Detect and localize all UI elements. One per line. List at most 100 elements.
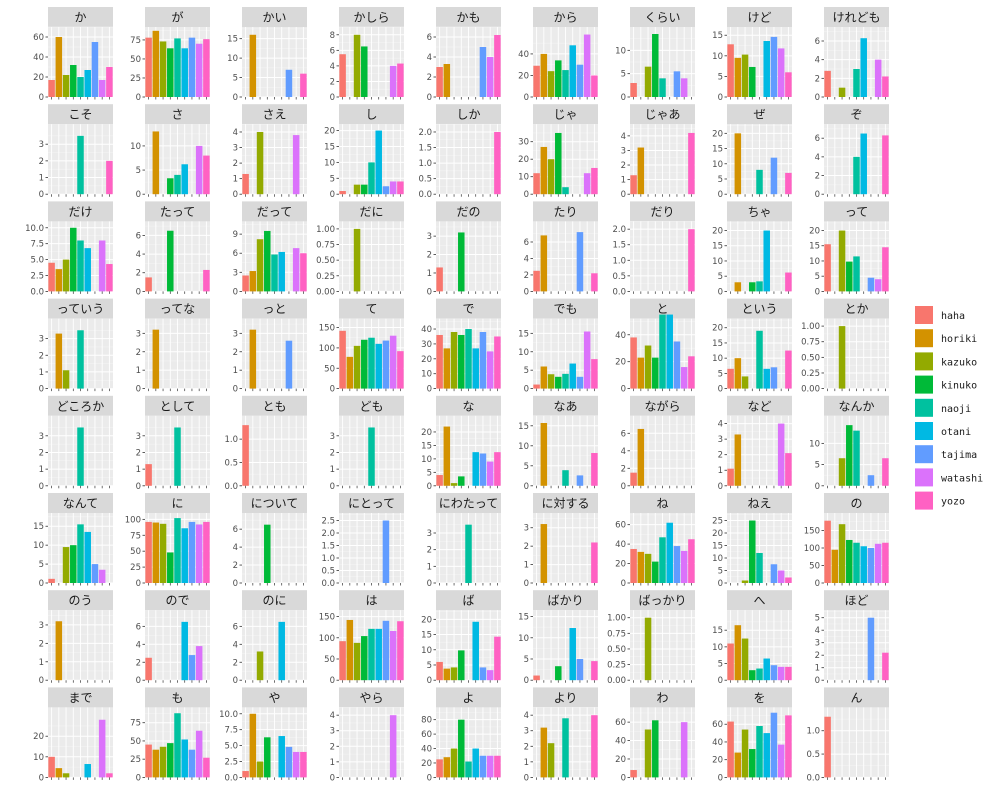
bar-kinuko: [264, 524, 271, 583]
y-tick-label: 2.0: [418, 128, 432, 138]
bar-otani: [472, 748, 479, 778]
facet-title: など: [747, 399, 771, 413]
bar-kinuko: [361, 46, 368, 97]
bar-kazuko: [741, 580, 749, 583]
bar-yozo: [591, 167, 598, 195]
y-tick-label: 20: [421, 759, 432, 769]
y-tick-label: 75: [130, 719, 141, 729]
facet-panel: ばっかり 0.00 0.25 0.50 0.75 1.00: [607, 590, 695, 686]
y-tick-label: 4: [136, 250, 141, 260]
y-tick-label: 1: [39, 658, 44, 668]
bar-tajima: [91, 42, 99, 97]
y-tick-label: 0: [621, 385, 626, 395]
bar-naoji: [77, 330, 84, 389]
bar-tajima: [479, 453, 487, 486]
bar-otani: [375, 130, 382, 195]
facet-panel: っていう 0 1 2 3: [39, 298, 113, 395]
legend-label: yozo: [941, 497, 965, 508]
facet-title: けど: [747, 11, 771, 25]
y-tick-label: 5: [427, 468, 432, 478]
bar-tajima: [382, 520, 390, 583]
bar-otani: [569, 363, 576, 389]
legend-key-horiki: [915, 329, 933, 348]
bar-yozo: [106, 67, 113, 97]
y-tick-label: 10: [712, 554, 723, 564]
bar-kazuko: [450, 667, 458, 681]
bar-watashi: [389, 65, 397, 97]
bar-otani: [84, 531, 91, 583]
y-tick-label: 5: [718, 369, 723, 379]
facet-title: が: [171, 10, 183, 25]
y-tick-label: 0: [330, 773, 335, 783]
bar-tajima: [479, 755, 487, 778]
y-tick-label: 10: [421, 455, 432, 465]
y-tick-label: 0: [621, 190, 626, 200]
y-tick-label: 4: [815, 56, 820, 66]
bar-horiki: [152, 131, 160, 195]
bar-tajima: [382, 186, 390, 195]
y-tick-label: 0.75: [316, 241, 335, 251]
bar-haha: [436, 475, 443, 486]
bar-horiki: [831, 549, 839, 583]
facet-title: でも: [553, 302, 577, 316]
bar-otani: [472, 348, 479, 389]
facet-strip: [533, 590, 598, 611]
bar-otani: [278, 251, 285, 292]
facet-title: にわたって: [439, 497, 498, 511]
y-tick-label: 0: [233, 676, 238, 686]
facet-strip: [630, 687, 695, 708]
y-tick-label: 50: [324, 364, 335, 374]
facet-panel: こそ 0 1 2 3: [39, 104, 113, 200]
y-tick-label: 50: [809, 562, 820, 572]
bar-otani: [278, 736, 285, 778]
y-tick-label: 15: [712, 145, 723, 155]
bar-watashi: [195, 524, 203, 583]
facet-title: なあ: [553, 399, 577, 413]
y-tick-label: 5.0: [224, 742, 238, 752]
y-tick-label: 40: [712, 738, 723, 748]
bar-kazuko: [256, 651, 264, 681]
y-tick-label: 0: [427, 773, 432, 783]
bar-kazuko: [547, 71, 555, 97]
y-tick-label: 2: [233, 348, 238, 358]
bar-horiki: [637, 357, 645, 389]
y-tick-label: 60: [615, 718, 626, 728]
y-tick-label: 10: [712, 643, 723, 653]
bar-horiki: [55, 333, 63, 389]
facet-strip: [145, 7, 210, 27]
bar-otani: [763, 230, 770, 292]
bar-kinuko: [458, 719, 465, 778]
facet-title: とも: [262, 399, 286, 413]
bar-haha: [48, 756, 55, 778]
bar-tajima: [479, 667, 487, 681]
legend-label: haha: [941, 311, 965, 322]
y-tick-label: 1: [621, 176, 626, 186]
y-tick-label: 5: [524, 462, 529, 472]
facet-title: ん: [850, 691, 862, 705]
y-tick-label: 1.5: [418, 144, 432, 154]
bar-otani: [860, 133, 867, 195]
legend-item: naoji: [915, 398, 971, 417]
y-tick-label: 5: [718, 175, 723, 185]
bar-watashi: [680, 78, 688, 97]
facet-panel: な 0 5 10 15 20: [421, 395, 501, 492]
bar-yozo: [300, 253, 307, 292]
y-tick-label: 0: [136, 773, 141, 783]
y-tick-label: 6: [233, 622, 238, 632]
bar-tajima: [382, 340, 390, 389]
y-tick-label: 6: [427, 33, 432, 43]
legend-key-kazuko: [915, 352, 933, 371]
y-tick-label: 1: [330, 465, 335, 475]
facet-strip: [727, 590, 792, 611]
bar-horiki: [443, 348, 451, 389]
y-tick-label: 10.0: [25, 224, 44, 234]
y-tick-label: 40: [518, 50, 529, 60]
y-tick-label: 0: [136, 482, 141, 492]
bar-haha: [436, 334, 443, 389]
y-tick-label: 0.0: [224, 773, 238, 783]
bar-otani: [666, 522, 673, 583]
y-tick-label: 3: [233, 268, 238, 278]
bar-kinuko: [652, 357, 659, 389]
bar-haha: [824, 244, 831, 292]
y-tick-label: 4: [621, 447, 626, 457]
